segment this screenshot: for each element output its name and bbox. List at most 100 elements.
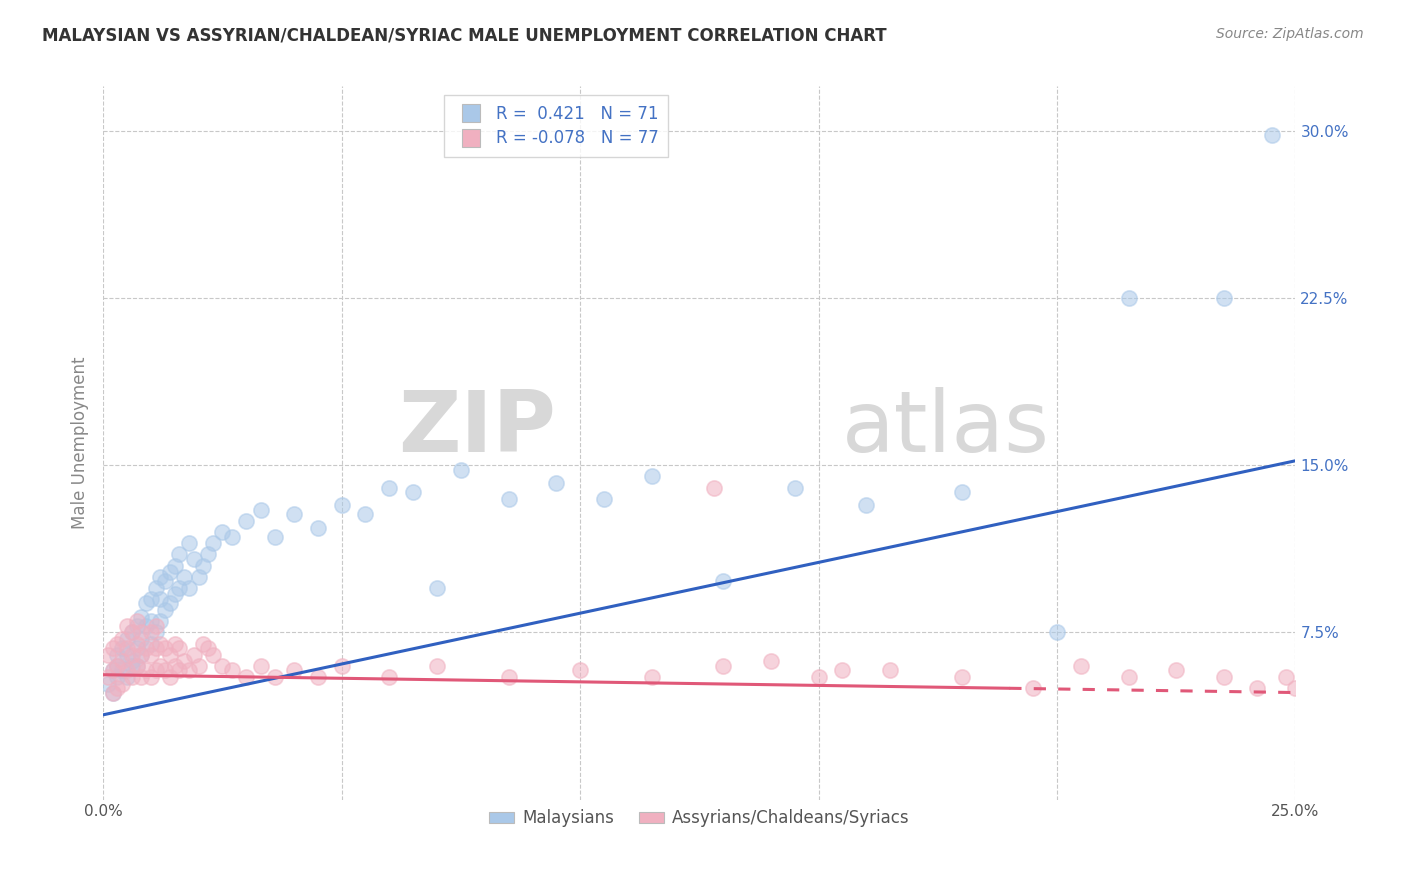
Point: [139, 636, 162, 650]
Point: [145, 640, 167, 655]
Point: [129, 625, 152, 640]
Legend: Malaysians, Assyrians/Chaldeans/Syriacs: Malaysians, Assyrians/Chaldeans/Syriacs: [482, 803, 917, 834]
Point: [855, 499, 877, 513]
Point: [159, 596, 181, 610]
Point: [711, 574, 734, 588]
Point: [703, 481, 725, 495]
Point: [498, 491, 520, 506]
Point: [153, 574, 176, 588]
Point: [1166, 663, 1188, 677]
Point: [125, 658, 148, 673]
Point: [135, 640, 157, 655]
Point: [187, 569, 209, 583]
Point: [879, 663, 901, 677]
Point: [221, 530, 243, 544]
Point: [121, 648, 143, 662]
Point: [235, 514, 257, 528]
Point: [139, 625, 162, 640]
Point: [831, 663, 853, 677]
Point: [145, 663, 167, 677]
Point: [169, 581, 191, 595]
Point: [330, 658, 353, 673]
Point: [135, 596, 157, 610]
Point: [426, 581, 449, 595]
Point: [201, 536, 224, 550]
Point: [163, 658, 186, 673]
Point: [115, 670, 138, 684]
Text: ZIP: ZIP: [398, 387, 557, 470]
Point: [111, 640, 134, 655]
Text: MALAYSIAN VS ASSYRIAN/CHALDEAN/SYRIAC MALE UNEMPLOYMENT CORRELATION CHART: MALAYSIAN VS ASSYRIAN/CHALDEAN/SYRIAC MA…: [42, 27, 887, 45]
Point: [101, 663, 124, 677]
Point: [107, 681, 129, 695]
Point: [115, 618, 138, 632]
Point: [187, 658, 209, 673]
Point: [125, 636, 148, 650]
Point: [153, 663, 176, 677]
Point: [101, 663, 124, 677]
Point: [283, 663, 305, 677]
Point: [1022, 681, 1045, 695]
Point: [283, 508, 305, 522]
Point: [183, 551, 205, 566]
Point: [111, 676, 134, 690]
Point: [249, 658, 271, 673]
Point: [1118, 291, 1140, 305]
Point: [950, 670, 973, 684]
Point: [139, 670, 162, 684]
Point: [193, 558, 215, 573]
Point: [139, 648, 162, 662]
Point: [807, 670, 830, 684]
Point: [950, 485, 973, 500]
Point: [1212, 291, 1234, 305]
Point: [1294, 685, 1316, 699]
Point: [153, 603, 176, 617]
Point: [139, 614, 162, 628]
Point: [201, 648, 224, 662]
Point: [125, 614, 148, 628]
Point: [177, 536, 200, 550]
Point: [177, 663, 200, 677]
Point: [1070, 658, 1092, 673]
Point: [111, 663, 134, 677]
Point: [97, 648, 120, 662]
Point: [1212, 670, 1234, 684]
Point: [169, 663, 191, 677]
Point: [149, 614, 172, 628]
Point: [135, 663, 157, 677]
Point: [378, 670, 401, 684]
Point: [107, 636, 129, 650]
Point: [115, 663, 138, 677]
Point: [163, 636, 186, 650]
Point: [177, 581, 200, 595]
Point: [145, 625, 167, 640]
Point: [125, 658, 148, 673]
Point: [711, 658, 734, 673]
Point: [149, 658, 172, 673]
Point: [307, 670, 329, 684]
Point: [249, 503, 271, 517]
Text: atlas: atlas: [842, 387, 1050, 470]
Point: [378, 481, 401, 495]
Point: [149, 591, 172, 606]
Point: [1275, 670, 1298, 684]
Point: [129, 632, 152, 646]
Point: [159, 648, 181, 662]
Point: [402, 485, 425, 500]
Point: [149, 636, 172, 650]
Point: [546, 476, 568, 491]
Point: [107, 648, 129, 662]
Point: [129, 648, 152, 662]
Point: [121, 654, 143, 668]
Point: [129, 609, 152, 624]
Point: [115, 632, 138, 646]
Point: [169, 547, 191, 561]
Point: [145, 618, 167, 632]
Point: [173, 654, 195, 668]
Point: [498, 670, 520, 684]
Text: Source: ZipAtlas.com: Source: ZipAtlas.com: [1216, 27, 1364, 41]
Point: [183, 648, 205, 662]
Point: [1118, 670, 1140, 684]
Point: [125, 618, 148, 632]
Point: [115, 640, 138, 655]
